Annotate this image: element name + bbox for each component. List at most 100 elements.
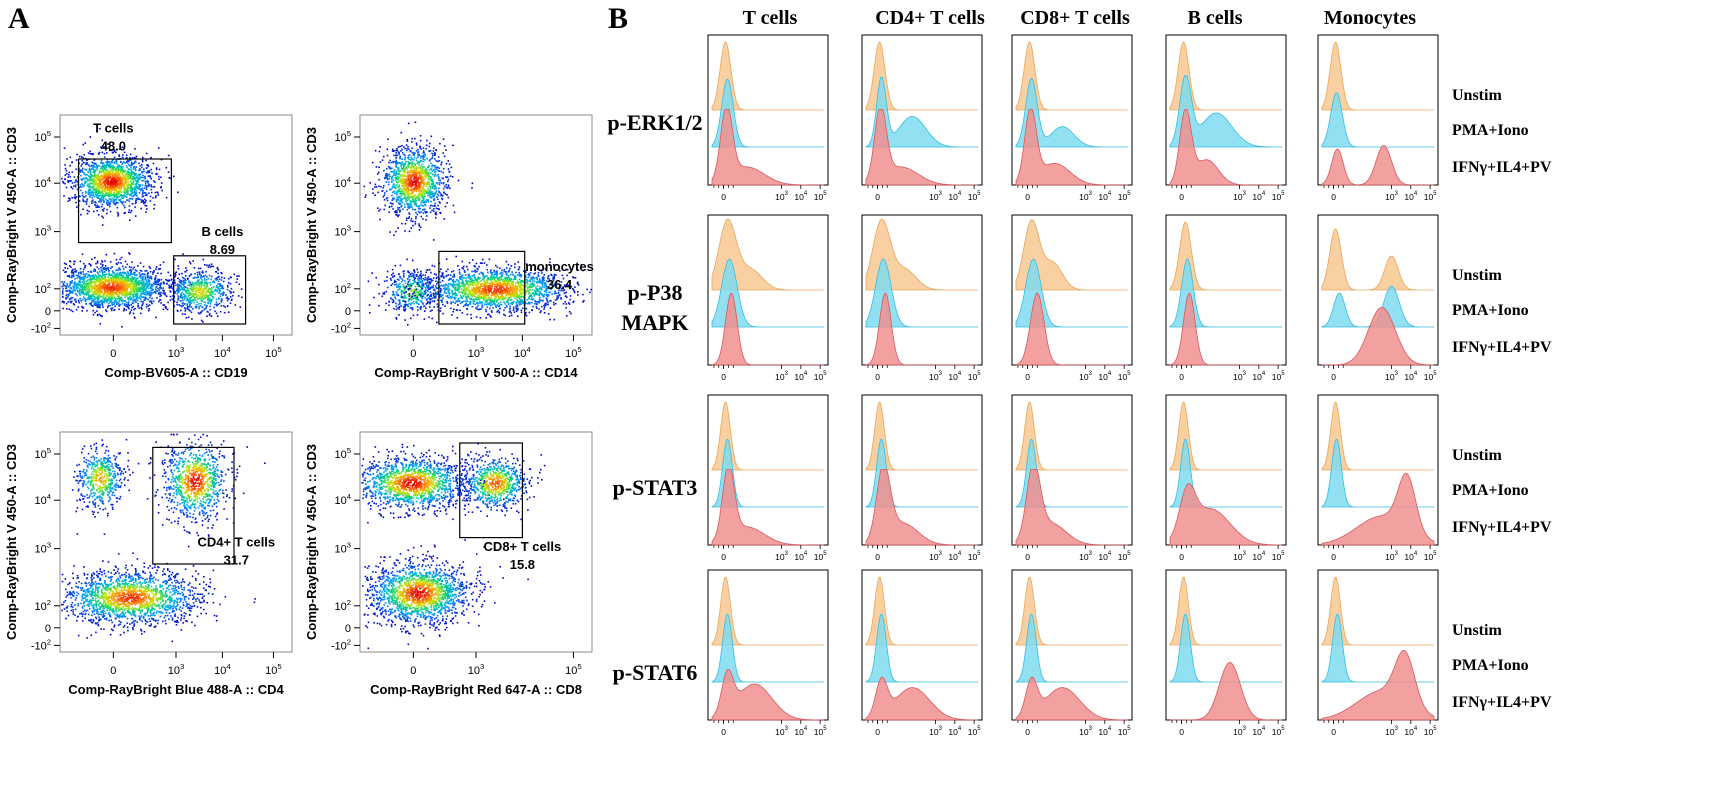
event-dot [414, 223, 417, 225]
event-dot [131, 288, 134, 290]
event-dot [95, 296, 97, 299]
event-dot [420, 211, 422, 213]
event-dot [194, 289, 197, 291]
event-dot [65, 302, 68, 305]
event-dot [121, 202, 124, 205]
event-dot [445, 149, 447, 151]
event-dot [96, 260, 99, 263]
event-dot [150, 293, 153, 296]
event-dot [80, 288, 82, 291]
event-dot [108, 183, 111, 186]
event-dot [129, 274, 132, 277]
event-dot [172, 295, 174, 297]
event-dot [94, 290, 96, 292]
event-dot [114, 281, 117, 283]
event-dot [146, 293, 148, 296]
event-dot [404, 196, 407, 199]
event-dot [90, 283, 92, 285]
event-dot [406, 208, 409, 211]
event-dot [236, 278, 239, 280]
event-dot [92, 305, 94, 307]
event-dot [403, 180, 406, 183]
gate-0[interactable] [77, 158, 172, 244]
event-dot [395, 163, 398, 166]
event-dot [114, 174, 117, 176]
event-dot [104, 287, 107, 290]
event-dot [144, 192, 147, 194]
event-dot [115, 189, 118, 192]
event-dot [109, 277, 111, 280]
event-dot [189, 287, 191, 290]
event-dot [89, 192, 91, 194]
gate-1[interactable] [173, 255, 247, 325]
event-dot [64, 174, 67, 176]
event-dot [103, 156, 106, 158]
event-dot [118, 187, 121, 190]
event-dot [68, 180, 70, 182]
event-dot [182, 296, 185, 298]
event-dot [160, 182, 163, 184]
event-dot [129, 177, 132, 179]
event-dot [120, 297, 123, 300]
event-dot [112, 289, 115, 291]
event-dot [434, 216, 437, 219]
event-dot [134, 285, 137, 287]
event-dot [398, 176, 400, 178]
event-dot [413, 189, 416, 192]
event-dot [110, 166, 113, 168]
event-dot [127, 302, 129, 304]
event-dot [129, 189, 132, 191]
event-dot [134, 269, 137, 271]
event-dot [108, 182, 111, 185]
event-dot [145, 182, 147, 185]
event-dot [104, 289, 106, 292]
event-dot [86, 276, 89, 279]
event-dot [122, 176, 124, 179]
event-dot [444, 185, 446, 188]
event-dot [117, 182, 120, 184]
event-dot [121, 197, 123, 199]
event-dot [97, 153, 100, 155]
event-dot [181, 305, 183, 308]
event-dot [183, 282, 186, 285]
event-dot [88, 193, 90, 196]
event-dot [404, 171, 406, 173]
event-dot [145, 270, 148, 272]
event-dot [94, 270, 97, 272]
event-dot [112, 182, 114, 184]
event-dot [101, 275, 103, 278]
event-dot [153, 270, 155, 272]
event-dot [417, 192, 420, 195]
event-dot [115, 184, 117, 187]
event-dot [88, 169, 91, 171]
event-dot [397, 207, 399, 209]
event-dot [152, 300, 155, 303]
event-dot [124, 176, 127, 178]
event-dot [412, 174, 415, 176]
event-dot [75, 308, 78, 311]
event-dot [403, 146, 405, 148]
event-dot [400, 195, 403, 197]
event-dot [113, 173, 116, 176]
event-dot [137, 197, 139, 199]
event-dot [415, 217, 417, 220]
event-dot [115, 281, 118, 283]
event-dot [215, 279, 218, 281]
event-dot [71, 171, 74, 173]
event-dot [130, 174, 133, 176]
event-dot [181, 313, 184, 315]
event-dot [64, 285, 67, 287]
event-dot [120, 185, 122, 188]
event-dot [445, 176, 447, 178]
event-dot [105, 161, 108, 163]
event-dot [195, 307, 198, 309]
event-dot [108, 201, 111, 204]
event-dot [129, 311, 132, 313]
event-dot [113, 281, 115, 283]
event-dot [414, 177, 417, 179]
event-dot [427, 199, 430, 201]
event-dot [204, 264, 206, 266]
event-dot [117, 280, 120, 283]
event-dot [410, 205, 413, 208]
event-dot [145, 290, 148, 293]
